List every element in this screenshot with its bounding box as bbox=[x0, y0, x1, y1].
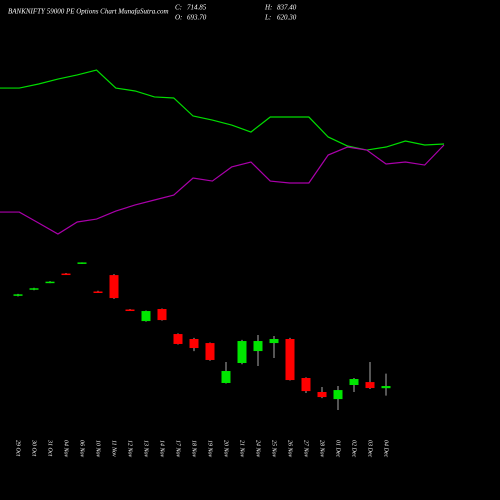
x-tick-label: 02 Dec bbox=[351, 440, 357, 457]
candle-body bbox=[269, 339, 279, 344]
summary-label: L: bbox=[264, 14, 271, 22]
summary-label: C: bbox=[175, 4, 182, 12]
x-tick-label: 12 Nov bbox=[127, 440, 133, 458]
candle-body bbox=[333, 390, 343, 400]
candle-body bbox=[125, 309, 135, 312]
x-tick-label: 29 Oct bbox=[15, 440, 21, 456]
candle-body bbox=[77, 262, 87, 264]
chart-title: BANKNIFTY 59000 PE Options Chart MunafaS… bbox=[8, 8, 169, 16]
candle-body bbox=[141, 311, 151, 322]
candle-body bbox=[61, 273, 71, 276]
summary-value: 693.70 bbox=[187, 14, 207, 22]
x-tick-label: 04 Dec bbox=[383, 440, 390, 457]
x-tick-label: 21 Nov bbox=[239, 440, 245, 458]
candle-body bbox=[29, 288, 39, 290]
indicator-line bbox=[0, 144, 445, 235]
candle-body bbox=[109, 275, 119, 299]
candle-body bbox=[13, 294, 23, 296]
indicator-line bbox=[0, 69, 445, 151]
candle-body bbox=[189, 339, 199, 349]
x-tick-label: 01 Dec bbox=[335, 440, 341, 457]
candle-body bbox=[221, 371, 231, 383]
x-tick-label: 30 Oct bbox=[31, 439, 37, 456]
x-tick-label: 14 Nov bbox=[159, 440, 166, 458]
x-tick-label: 04 Nov bbox=[63, 440, 70, 458]
candle-body bbox=[45, 281, 55, 284]
x-tick-label: 10 Nov bbox=[95, 440, 101, 458]
candle-body bbox=[301, 378, 311, 392]
x-tick-label: 27 Nov bbox=[303, 440, 309, 458]
candle-body bbox=[381, 386, 391, 389]
summary-label: O: bbox=[175, 14, 182, 22]
summary-label: H: bbox=[264, 4, 272, 12]
candle-body bbox=[157, 309, 167, 321]
x-tick-label: 26 Nov bbox=[287, 440, 293, 458]
x-tick-label: 18 Nov bbox=[191, 440, 197, 458]
x-tick-label: 25 Nov bbox=[271, 440, 277, 458]
summary-value: 837.40 bbox=[277, 4, 297, 12]
x-tick-label: 28 Nov bbox=[319, 440, 325, 458]
candle-body bbox=[237, 341, 247, 364]
summary-value: 620.30 bbox=[277, 14, 297, 22]
x-tick-label: 31 Oct bbox=[47, 439, 53, 456]
x-tick-label: 03 Dec bbox=[367, 440, 373, 457]
candle-body bbox=[365, 382, 375, 389]
candle-body bbox=[253, 341, 263, 352]
candle-body bbox=[317, 391, 327, 398]
x-tick-label: 06 Nov bbox=[79, 440, 85, 458]
x-tick-label: 20 Nov bbox=[223, 440, 229, 458]
x-tick-label: 13 Nov bbox=[143, 440, 149, 458]
candle-body bbox=[93, 291, 103, 293]
x-tick-label: 24 Nov bbox=[255, 440, 262, 458]
candle-body bbox=[205, 343, 215, 360]
x-tick-label: 19 Nov bbox=[207, 440, 213, 458]
candle-body bbox=[349, 379, 359, 386]
x-tick-label: 17 Nov bbox=[175, 440, 181, 458]
candle-body bbox=[285, 339, 295, 381]
summary-value: 714.85 bbox=[187, 4, 207, 12]
candle-body bbox=[173, 334, 183, 344]
x-tick-label: 11 Nov bbox=[111, 440, 117, 457]
